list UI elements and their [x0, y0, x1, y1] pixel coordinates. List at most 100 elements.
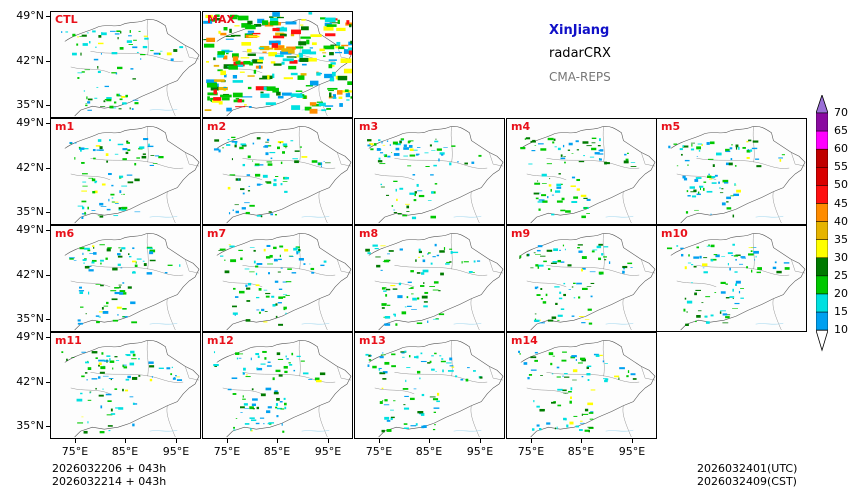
latitude-tick-label: 42°N [16, 54, 44, 67]
colorbar-segment [815, 311, 829, 331]
map-panel-m14: m14 [506, 332, 657, 439]
colorbar-segment [815, 148, 829, 168]
longitude-tick [480, 439, 481, 443]
reflectivity-map [355, 333, 504, 438]
colorbar-segment [815, 293, 829, 313]
longitude-tick [125, 439, 126, 443]
longitude-tick [632, 439, 633, 443]
valid-time-block: 2026032401(UTC) 2026032409(CST) [697, 462, 797, 488]
longitude-tick [176, 439, 177, 443]
panel-label: m8 [359, 227, 379, 240]
valid-time-cst: 2026032409(CST) [697, 475, 797, 488]
longitude-tick [531, 439, 532, 443]
latitude-tick-label: 49°N [16, 330, 44, 343]
latitude-tick-label: 35°N [16, 98, 44, 111]
colorbar-level-label: 15 [834, 305, 848, 319]
reflectivity-map [51, 12, 200, 117]
colorbar-level-label: 50 [834, 178, 848, 192]
init-time-utc: 2026032206 + 043h [52, 462, 167, 475]
variable-title: radarCRX [549, 46, 611, 61]
latitude-tick [46, 426, 50, 427]
reflectivity-map [507, 119, 656, 224]
panel-label: m13 [359, 334, 386, 347]
panel-label: CTL [55, 13, 78, 26]
latitude-tick-label: 49°N [16, 116, 44, 129]
colorbar-segment [815, 257, 829, 277]
colorbar-level-label: 40 [834, 214, 848, 228]
reflectivity-map [203, 333, 352, 438]
reflectivity-map [203, 12, 352, 117]
longitude-tick-label: 95°E [466, 445, 494, 458]
colorbar-segment [815, 130, 829, 150]
panel-label: m11 [55, 334, 82, 347]
latitude-tick [46, 319, 50, 320]
latitude-tick [46, 123, 50, 124]
reflectivity-map [203, 119, 352, 224]
init-time-cst: 2026032214 + 043h [52, 475, 167, 488]
panel-label: m10 [661, 227, 688, 240]
colorbar-level-label: 25 [834, 268, 848, 282]
reflectivity-map [51, 119, 200, 224]
latitude-tick [46, 275, 50, 276]
latitude-tick [46, 337, 50, 338]
latitude-tick [46, 230, 50, 231]
panel-label: m2 [207, 120, 227, 133]
reflectivity-map [51, 226, 200, 331]
longitude-tick [75, 439, 76, 443]
longitude-tick-label: 75°E [61, 445, 89, 458]
colorbar-segment [815, 239, 829, 259]
model-title: CMA-REPS [549, 70, 611, 84]
longitude-tick-label: 95°E [162, 445, 190, 458]
map-panel-m9: m9 [506, 225, 657, 332]
latitude-tick [46, 16, 50, 17]
panel-label: m9 [511, 227, 531, 240]
latitude-tick [46, 212, 50, 213]
reflectivity-map [657, 226, 806, 331]
latitude-tick-label: 35°N [16, 419, 44, 432]
colorbar-level-label: 65 [834, 124, 848, 138]
panel-label: MAX [207, 13, 235, 26]
map-panel-m11: m11 [50, 332, 201, 439]
init-time-block: 2026032206 + 043h 2026032214 + 043h [52, 462, 166, 488]
map-panel-m1: m1 [50, 118, 201, 225]
colorbar-segment [815, 221, 829, 240]
latitude-tick-label: 49°N [16, 223, 44, 236]
colorbar-min-extend [815, 329, 829, 352]
colorbar-level-label: 20 [834, 287, 848, 300]
map-panel-m3: m3 [354, 118, 505, 225]
panel-label: m3 [359, 120, 379, 133]
longitude-tick-label: 95°E [314, 445, 342, 458]
map-panel-m2: m2 [202, 118, 353, 225]
longitude-tick-label: 95°E [618, 445, 646, 458]
latitude-tick-label: 49°N [16, 9, 44, 22]
colorbar-segment [815, 203, 829, 222]
longitude-tick [581, 439, 582, 443]
longitude-tick [277, 439, 278, 443]
colorbar-level-label: 30 [834, 250, 848, 264]
latitude-tick-label: 42°N [16, 268, 44, 281]
longitude-tick-label: 75°E [517, 445, 545, 458]
colorbar-level-label: 45 [834, 196, 848, 210]
latitude-tick [46, 61, 50, 62]
panel-label: m4 [511, 120, 531, 133]
map-panel-m12: m12 [202, 332, 353, 439]
colorbar-level-label: 60 [834, 142, 848, 156]
reflectivity-map [355, 119, 504, 224]
longitude-tick [227, 439, 228, 443]
longitude-tick-label: 85°E [567, 445, 595, 458]
map-panel-max: MAX [202, 11, 353, 118]
colorbar-segment [815, 167, 829, 186]
longitude-tick-label: 75°E [213, 445, 241, 458]
map-panel-m10: m10 [656, 225, 807, 332]
colorbar-level-label: 10 [834, 323, 848, 337]
reflectivity-map [507, 226, 656, 331]
longitude-tick-label: 85°E [111, 445, 139, 458]
latitude-tick [46, 168, 50, 169]
colorbar-segment [815, 185, 829, 204]
map-panel-m6: m6 [50, 225, 201, 332]
colorbar-level-label: 70 [834, 106, 848, 119]
longitude-tick [379, 439, 380, 443]
reflectivity-map [355, 226, 504, 331]
colorbar-max-extend [815, 93, 829, 114]
panel-label: m1 [55, 120, 75, 133]
